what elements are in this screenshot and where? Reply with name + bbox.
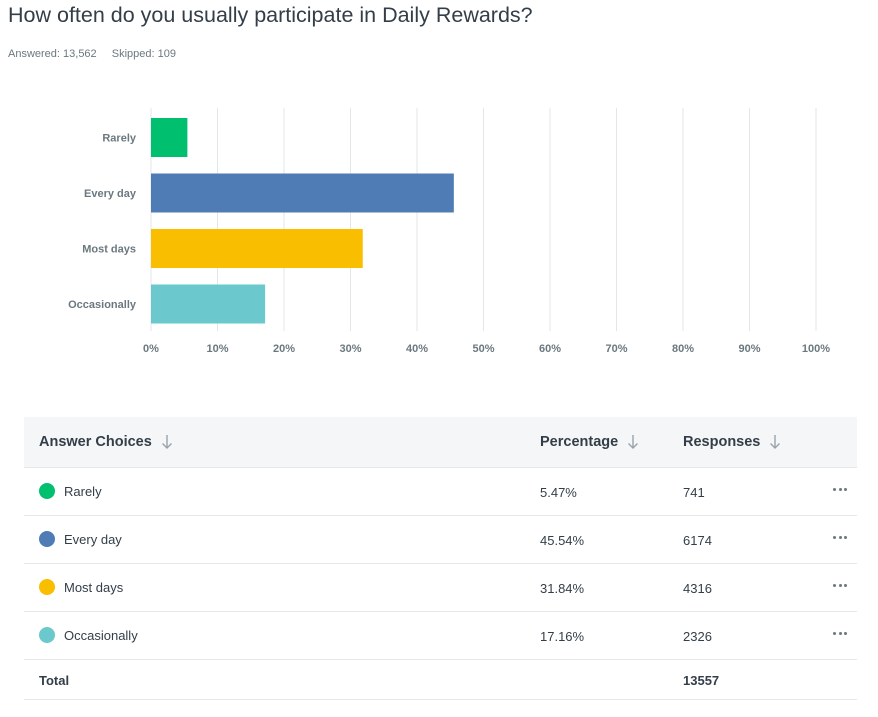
header-percentage[interactable]: Percentage xyxy=(540,434,639,450)
table-row: Every day 45.54% 6174 xyxy=(24,515,857,563)
color-dot-icon xyxy=(39,483,55,499)
x-tick-label: 20% xyxy=(273,343,295,355)
category-label: Occasionally xyxy=(68,299,137,311)
answer-table: Answer Choices Percentage Responses Rare… xyxy=(24,417,857,700)
chart-bars xyxy=(151,118,454,324)
x-tick-label: 30% xyxy=(339,343,361,355)
category-label: Most days xyxy=(82,244,136,256)
more-options-icon[interactable] xyxy=(831,626,849,640)
answered-count: Answered: 13,562 xyxy=(8,48,97,60)
chart-tick-labels: 0% 10% 20% 30% 40% 50% 60% 70% 80% 90% 100% xyxy=(143,343,830,355)
total-row: Total 13557 xyxy=(24,659,857,700)
answer-choice-label: Every day xyxy=(64,531,122,547)
bar[interactable] xyxy=(151,173,454,213)
header-responses-label: Responses xyxy=(683,434,761,450)
answer-choice: Rarely xyxy=(39,483,102,499)
answer-choice: Occasionally xyxy=(39,627,138,643)
chart-grid xyxy=(150,108,817,331)
color-dot-icon xyxy=(39,627,55,643)
x-tick-label: 50% xyxy=(472,343,494,355)
x-tick-label: 0% xyxy=(143,343,159,355)
more-options-icon[interactable] xyxy=(831,578,849,592)
x-tick-label: 70% xyxy=(605,343,627,355)
answer-choice-label: Rarely xyxy=(64,483,102,499)
answer-choice: Most days xyxy=(39,579,123,595)
responses-value: 741 xyxy=(683,485,705,500)
percentage-value: 5.47% xyxy=(540,485,577,500)
x-tick-label: 90% xyxy=(738,343,760,355)
total-value: 13557 xyxy=(683,673,720,688)
bar[interactable] xyxy=(151,284,266,324)
header-responses[interactable]: Responses xyxy=(683,434,781,450)
x-tick-label: 10% xyxy=(206,343,228,355)
responses-value: 4316 xyxy=(683,581,712,596)
category-label: Every day xyxy=(84,188,137,200)
table-row: Rarely 5.47% 741 xyxy=(24,467,857,515)
response-stats: Answered: 13,562 Skipped: 109 xyxy=(8,48,176,60)
header-percentage-label: Percentage xyxy=(540,434,619,450)
x-tick-label: 40% xyxy=(406,343,428,355)
bar[interactable] xyxy=(151,229,363,268)
percentage-value: 45.54% xyxy=(540,533,585,548)
percentage-value: 31.84% xyxy=(540,581,585,596)
category-label: Rarely xyxy=(102,133,137,145)
bar[interactable] xyxy=(151,118,188,157)
color-dot-icon xyxy=(39,531,55,547)
answer-choice: Every day xyxy=(39,531,122,547)
color-dot-icon xyxy=(39,579,55,595)
table-row: Occasionally 17.16% 2326 xyxy=(24,611,857,659)
percentage-value: 17.16% xyxy=(540,629,585,644)
x-tick-label: 80% xyxy=(672,343,694,355)
table-row: Most days 31.84% 4316 xyxy=(24,563,857,611)
responses-value: 6174 xyxy=(683,533,712,548)
header-answer-choices[interactable]: Answer Choices xyxy=(39,434,173,450)
table-header: Answer Choices Percentage Responses xyxy=(24,417,857,467)
skipped-count: Skipped: 109 xyxy=(111,48,176,60)
arrow-down-icon xyxy=(770,435,781,449)
question-title: How often do you usually participate in … xyxy=(8,3,533,27)
header-answer-choices-label: Answer Choices xyxy=(39,434,152,450)
arrow-down-icon xyxy=(628,435,639,449)
more-options-icon[interactable] xyxy=(831,530,849,544)
chart-category-labels: Rarely Every day Most days Occasionally xyxy=(68,133,137,312)
answer-choice-label: Occasionally xyxy=(64,627,138,643)
responses-value: 2326 xyxy=(683,629,712,644)
x-tick-label: 60% xyxy=(539,343,561,355)
more-options-icon[interactable] xyxy=(831,482,849,496)
bar-chart: Rarely Every day Most days Occasionally 0% 1… xyxy=(68,108,830,355)
x-tick-label: 100% xyxy=(802,343,830,355)
total-label: Total xyxy=(39,673,70,688)
arrow-down-icon xyxy=(161,435,172,449)
answer-choice-label: Most days xyxy=(64,579,124,595)
